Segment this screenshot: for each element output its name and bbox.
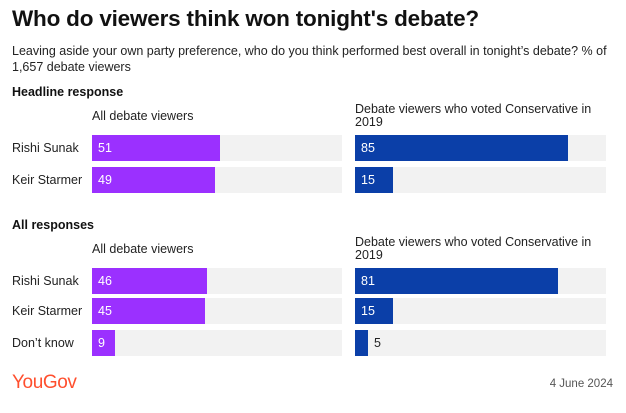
chart-title: Who do viewers think won tonight's debat… — [12, 6, 479, 31]
bar-headline-response-rishi-sunak-conservative-2019 — [355, 135, 568, 161]
category-label-keir-starmer: Keir Starmer — [12, 304, 83, 318]
category-label-don-t-know: Don’t know — [12, 336, 74, 350]
chart-subtitle: Leaving aside your own party preference,… — [12, 44, 607, 74]
data-label: 45 — [98, 304, 112, 318]
bar-track: 5 — [355, 330, 606, 356]
bar-all-responses-don-t-know-all-viewers — [92, 330, 115, 356]
yougov-logo: YouGov — [12, 372, 77, 393]
bar-track: 81 — [355, 268, 606, 294]
bar-all-responses-rishi-sunak-all-viewers — [92, 268, 207, 294]
data-label: 15 — [361, 173, 375, 187]
bar-track: 51 — [92, 135, 342, 161]
data-label: 85 — [361, 141, 375, 155]
data-label: 15 — [361, 304, 375, 318]
category-label-rishi-sunak: Rishi Sunak — [12, 141, 79, 155]
data-label: 5 — [374, 336, 381, 350]
data-label: 81 — [361, 274, 375, 288]
bar-headline-response-keir-starmer-conservative-2019 — [355, 167, 393, 193]
series-label-debate-viewers-who-voted-conservative-in-2019: Debate viewers who voted Conservative in… — [355, 102, 592, 129]
category-label-rishi-sunak: Rishi Sunak — [12, 274, 79, 288]
section-title-all-responses: All responses — [12, 218, 94, 232]
bar-track: 9 — [92, 330, 342, 356]
bar-headline-response-keir-starmer-all-viewers — [92, 167, 215, 193]
bar-track: 46 — [92, 268, 342, 294]
bar-track: 15 — [355, 167, 606, 193]
series-label-debate-viewers-who-voted-conservative-in-2019: Debate viewers who voted Conservative in… — [355, 235, 592, 262]
bar-track: 85 — [355, 135, 606, 161]
series-label-all-debate-viewers: All debate viewers — [92, 109, 194, 123]
publication-date: 4 June 2024 — [549, 378, 613, 390]
data-label: 9 — [98, 336, 105, 350]
section-title-headline-response: Headline response — [12, 85, 124, 99]
bar-all-responses-don-t-know-conservative-2019 — [355, 330, 368, 356]
bar-track: 49 — [92, 167, 342, 193]
bar-all-responses-keir-starmer-conservative-2019 — [355, 298, 393, 324]
category-label-keir-starmer: Keir Starmer — [12, 173, 83, 187]
bar-track: 45 — [92, 298, 342, 324]
data-label: 46 — [98, 274, 112, 288]
bar-all-responses-rishi-sunak-conservative-2019 — [355, 268, 558, 294]
data-label: 51 — [98, 141, 112, 155]
bar-track: 15 — [355, 298, 606, 324]
bar-headline-response-rishi-sunak-all-viewers — [92, 135, 220, 161]
bar-all-responses-keir-starmer-all-viewers — [92, 298, 205, 324]
series-label-all-debate-viewers: All debate viewers — [92, 242, 194, 256]
data-label: 49 — [98, 173, 112, 187]
